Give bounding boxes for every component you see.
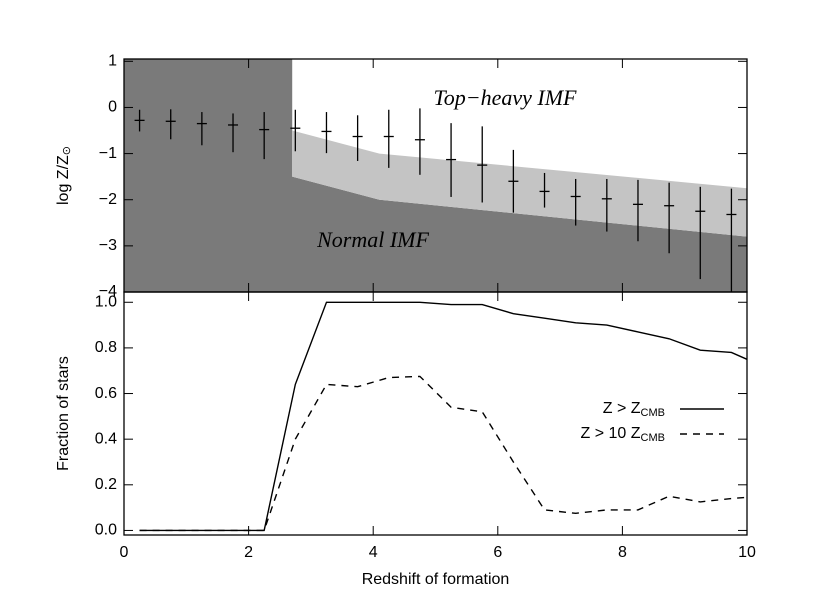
legend-label: Z > 10 ZCMB: [581, 425, 665, 444]
legend-label-text: Z > Z: [603, 400, 641, 417]
annotation: Normal IMF: [316, 227, 429, 252]
y-tick-label: 0.2: [95, 476, 117, 493]
y-tick-label: 1.0: [95, 293, 117, 310]
y-tick-label: −2: [99, 191, 117, 208]
legend-label-sub: CMB: [641, 432, 665, 444]
y-axis-label-text: log Z/Z: [55, 155, 72, 205]
y-axis-label-sub: ⊙: [61, 146, 73, 155]
y-tick-label: 0.0: [95, 522, 117, 539]
annotation: Top−heavy IMF: [434, 85, 578, 110]
normal-imf-region: [124, 59, 747, 292]
y-tick-label: 1: [108, 53, 117, 70]
y-axis-label: log Z/Z⊙: [55, 146, 73, 205]
x-tick-label: 8: [618, 544, 627, 561]
top-heavy-region: [292, 130, 747, 237]
x-tick-label: 2: [244, 544, 253, 561]
series-line: [139, 375, 748, 532]
x-axis-label: Redshift of formation: [362, 571, 510, 588]
legend-label: Z > ZCMB: [603, 400, 665, 419]
plot-frame: [123, 291, 748, 536]
legend-label-sub: CMB: [641, 407, 665, 419]
x-tick-label: 6: [493, 544, 502, 561]
y-tick-label: 0.8: [95, 339, 117, 356]
x-tick-label: 4: [369, 544, 378, 561]
x-tick-label: 0: [120, 544, 129, 561]
y-tick-label: −1: [99, 145, 117, 162]
series-line: [139, 301, 748, 532]
legend-label-text: Z > 10 Z: [581, 425, 641, 442]
x-tick-label: 10: [738, 544, 756, 561]
y-tick-label: 0.6: [95, 385, 117, 402]
y-tick-label: −4: [99, 283, 117, 300]
y-axis-label: Fraction of stars: [55, 356, 72, 471]
y-tick-label: −3: [99, 237, 117, 254]
y-tick-label: 0.4: [95, 430, 117, 447]
y-tick-label: 0: [108, 99, 117, 116]
